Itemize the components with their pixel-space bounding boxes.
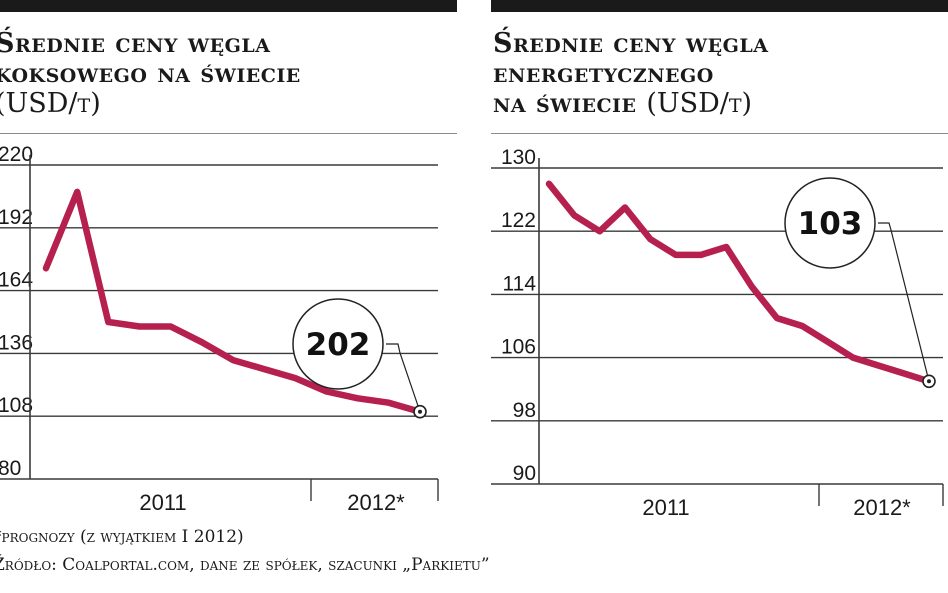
callout-value-label: 202 [306, 327, 371, 363]
y-tick-label: 192 [0, 206, 33, 229]
right-title-line2: energetycznego [493, 58, 714, 89]
end-point-dot [418, 409, 422, 414]
left-title-line2: koksowego na świecie [0, 58, 301, 89]
right-title-rule [491, 133, 948, 134]
y-tick-label: 220 [0, 143, 33, 166]
y-tick-label: 136 [0, 331, 33, 354]
end-point-dot [927, 379, 931, 384]
right-title-line1: Średnie ceny węgla [493, 28, 769, 59]
callout-bubble [292, 298, 384, 390]
right-line-chart: 130 122 114 106 98 90 2011 2012* 103 [491, 146, 944, 520]
callout-leader-line [878, 222, 930, 382]
left-top-bar [0, 0, 457, 12]
left-title-line1: Średnie ceny węgla [0, 28, 271, 59]
callout-value-label: 103 [798, 206, 863, 242]
right-title-unit: (USD/t) [646, 88, 753, 119]
left-chart-title: Średnie ceny węgla koksowego na świecie … [0, 29, 465, 119]
y-tick-label: 122 [501, 209, 536, 232]
right-chart-title: Średnie ceny węgla energetycznego na świ… [493, 29, 948, 119]
right-title-line3: na świecie [493, 88, 637, 119]
y-tick-label: 164 [0, 269, 33, 292]
right-top-bar [491, 0, 948, 12]
x-category-label: 2011 [642, 495, 689, 520]
price-series-line [545, 180, 933, 385]
left-title-rule [0, 133, 457, 134]
x-category-label: 2012* [347, 490, 405, 515]
y-tick-label: 130 [501, 146, 536, 169]
y-tick-label: 106 [501, 336, 536, 359]
y-tick-label: 114 [503, 272, 537, 295]
y-tick-label: 108 [0, 394, 33, 417]
forecast-footnote: *prognozy (z wyjątkiem I 2012) [0, 527, 244, 547]
y-tick-label: 80 [0, 457, 21, 480]
x-category-label: 2011 [139, 490, 186, 515]
left-title-unit: (USD/t) [0, 88, 101, 119]
source-footnote: Źródło: Coalportal.com, dane ze spółek, … [0, 555, 490, 575]
callout-leader-line [386, 343, 421, 412]
y-tick-label: 90 [513, 462, 536, 485]
callout-bubble [784, 177, 876, 269]
left-line-chart: 220 192 164 136 108 80 2011 2012* 202 [0, 143, 439, 515]
x-category-label: 2012* [853, 495, 911, 520]
y-tick-label: 98 [513, 399, 536, 422]
